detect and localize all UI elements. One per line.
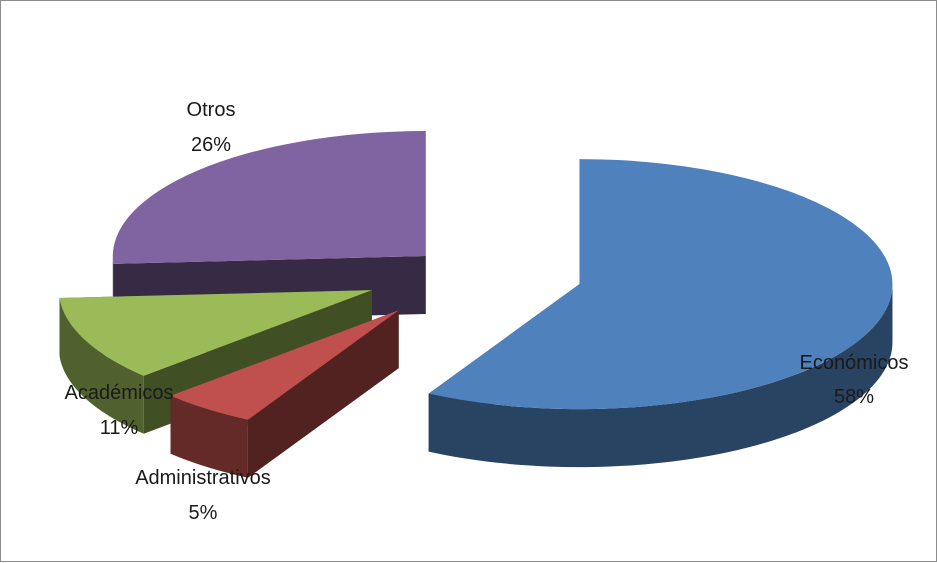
slice-rim: [59, 297, 144, 434]
slice-side-start: [247, 310, 399, 478]
slice-label-administrativos: Administrativos: [135, 467, 271, 489]
slice-percent-economicos: 58%: [834, 386, 874, 408]
slice-percent-administrativos: 5%: [189, 502, 218, 524]
slice-percent-otros: 26%: [191, 134, 231, 156]
slice-top: [428, 159, 893, 410]
slice-label-economicos: Económicos: [800, 352, 909, 374]
slice-administrativos: [170, 310, 399, 478]
slice-percent-academicos: 11%: [100, 417, 139, 439]
slice-rim: [170, 395, 248, 478]
slice-label-academicos: Académicos: [65, 382, 174, 404]
slice-academicos: [59, 290, 372, 434]
slice-top: [112, 131, 426, 264]
slice-top: [59, 290, 372, 376]
slices-layer: [59, 131, 893, 478]
slice-rim: [428, 284, 893, 468]
slice-top: [170, 310, 399, 420]
slice-economicos: [428, 159, 893, 468]
labels-layer: Económicos 58% Administrativos 5% Académicos…: [65, 99, 909, 524]
slice-label-otros: Otros: [187, 99, 236, 121]
